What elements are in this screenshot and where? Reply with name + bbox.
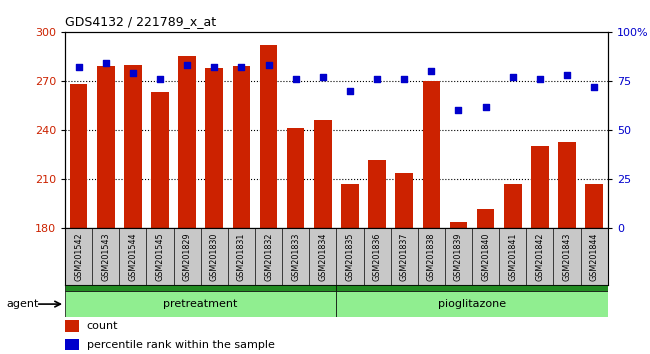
Point [399,76,410,82]
Text: GSM201830: GSM201830 [210,233,219,281]
Point [291,76,301,82]
Text: GSM201831: GSM201831 [237,233,246,281]
Bar [341,184,359,228]
Point [263,62,274,68]
Bar [450,222,467,228]
Text: GSM201543: GSM201543 [101,233,111,281]
Bar [97,66,114,228]
Text: GSM201842: GSM201842 [536,233,545,281]
Bar [205,68,223,228]
Bar [65,291,337,317]
Bar [65,320,79,332]
Text: GSM201836: GSM201836 [372,233,382,281]
Point [426,68,437,74]
Point [480,104,491,109]
Point [73,64,84,70]
Bar [337,291,608,317]
Point [209,64,220,70]
Point [155,76,165,82]
Point [182,62,192,68]
Text: GSM201833: GSM201833 [291,233,300,281]
Point [344,88,355,94]
Text: GSM201840: GSM201840 [481,233,490,281]
Text: GSM201839: GSM201839 [454,233,463,281]
Point [589,84,599,90]
Text: GSM201829: GSM201829 [183,233,192,281]
Text: GSM201834: GSM201834 [318,233,328,281]
Point [562,72,572,78]
Bar [70,84,87,228]
Text: count: count [86,321,118,331]
Bar [124,65,142,228]
Text: GSM201841: GSM201841 [508,233,517,281]
Bar [287,129,304,228]
Bar [395,173,413,228]
Point [508,74,518,80]
Text: GSM201832: GSM201832 [264,233,273,281]
Bar [65,339,79,350]
Text: GSM201544: GSM201544 [128,233,137,281]
Bar [531,147,549,228]
Point [318,74,328,80]
Bar [65,285,337,291]
Bar [477,209,495,228]
Bar [369,160,386,228]
Text: GDS4132 / 221789_x_at: GDS4132 / 221789_x_at [65,15,216,28]
Text: GSM201835: GSM201835 [345,233,354,281]
Point [127,70,138,76]
Text: agent: agent [6,299,39,309]
Bar [337,285,608,291]
Point [535,76,545,82]
Text: pioglitazone: pioglitazone [438,299,506,309]
Text: GSM201843: GSM201843 [562,233,571,281]
Bar [314,120,332,228]
Bar [233,66,250,228]
Text: GSM201837: GSM201837 [400,233,409,281]
Text: GSM201838: GSM201838 [427,233,436,281]
Bar [586,184,603,228]
Text: GSM201545: GSM201545 [155,233,164,281]
Bar [504,184,521,228]
Point [453,108,463,113]
Point [101,61,111,66]
Point [372,76,382,82]
Bar [178,56,196,228]
Bar [422,81,440,228]
Text: percentile rank within the sample: percentile rank within the sample [86,340,274,350]
Text: GSM201844: GSM201844 [590,233,599,281]
Text: pretreatment: pretreatment [164,299,238,309]
Point [236,64,246,70]
Text: GSM201542: GSM201542 [74,233,83,281]
Bar [151,92,169,228]
Bar [260,45,278,228]
Bar [558,142,576,228]
